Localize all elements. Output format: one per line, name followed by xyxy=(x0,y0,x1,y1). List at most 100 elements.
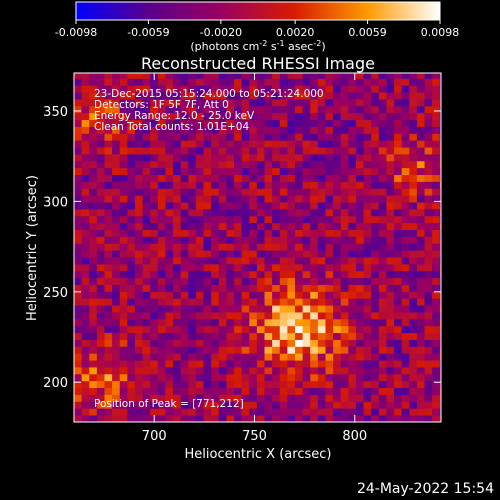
heatmap-pixel xyxy=(241,401,250,409)
heatmap-pixel xyxy=(173,112,182,121)
heatmap-pixel xyxy=(378,318,387,327)
heatmap-pixel xyxy=(287,243,296,251)
heatmap-pixel xyxy=(150,305,159,313)
heatmap-pixel xyxy=(264,415,273,422)
x-tick-label: 800 xyxy=(342,429,367,444)
heatmap-pixel xyxy=(363,387,372,395)
heatmap-pixel xyxy=(432,215,441,224)
heatmap-pixel xyxy=(180,188,189,196)
heatmap-pixel xyxy=(81,202,90,210)
heatmap-pixel xyxy=(340,73,349,79)
heatmap-pixel xyxy=(439,325,441,334)
heatmap-pixel xyxy=(142,339,151,347)
heatmap-pixel xyxy=(142,415,151,422)
heatmap-pixel xyxy=(211,73,220,79)
heatmap-pixel xyxy=(310,195,319,203)
heatmap-pixel xyxy=(195,277,204,285)
heatmap-pixel xyxy=(401,78,410,86)
heatmap-pixel xyxy=(173,85,182,93)
heatmap-pixel xyxy=(142,195,151,203)
heatmap-pixel xyxy=(188,202,197,210)
heatmap-pixel xyxy=(226,360,235,368)
heatmap-pixel xyxy=(112,73,121,79)
heatmap-pixel xyxy=(386,257,395,265)
heatmap-pixel xyxy=(287,263,296,272)
heatmap-pixel xyxy=(371,167,380,176)
heatmap-pixel xyxy=(249,126,258,134)
heatmap-pixel xyxy=(325,298,334,306)
heatmap-pixel xyxy=(234,73,243,79)
heatmap-pixel xyxy=(112,160,121,169)
heatmap-pixel xyxy=(234,126,243,134)
heatmap-pixel xyxy=(203,167,212,176)
heatmap-pixel xyxy=(173,147,182,155)
heatmap-pixel xyxy=(89,92,98,100)
heatmap-pixel xyxy=(134,270,143,279)
heatmap-pixel xyxy=(234,373,243,382)
heatmap-pixel xyxy=(272,112,281,121)
heatmap-pixel xyxy=(310,133,319,141)
heatmap-pixel xyxy=(165,236,174,244)
heatmap-pixel xyxy=(439,119,441,127)
heatmap-pixel xyxy=(279,92,288,100)
heatmap-pixel xyxy=(439,78,441,86)
heatmap-pixel xyxy=(104,222,113,230)
heatmap-pixel xyxy=(409,380,418,389)
heatmap-pixel xyxy=(211,305,220,313)
heatmap-pixel xyxy=(249,291,258,299)
heatmap-pixel xyxy=(173,325,182,334)
heatmap-pixel xyxy=(333,119,342,127)
heatmap-pixel xyxy=(302,257,311,265)
heatmap-pixel xyxy=(416,332,425,340)
heatmap-pixel xyxy=(81,263,90,272)
heatmap-pixel xyxy=(378,92,387,100)
heatmap-pixel xyxy=(104,78,113,86)
heatmap-pixel xyxy=(424,147,433,155)
heatmap-pixel xyxy=(180,415,189,422)
heatmap-pixel xyxy=(127,250,136,258)
heatmap-pixel xyxy=(386,222,395,230)
heatmap-pixel xyxy=(127,373,136,382)
heatmap-pixel xyxy=(249,73,258,79)
heatmap-pixel xyxy=(134,73,143,79)
heatmap-pixel xyxy=(272,291,281,299)
heatmap-pixel xyxy=(333,222,342,230)
heatmap-pixel xyxy=(142,133,151,141)
heatmap-pixel xyxy=(439,112,441,121)
heatmap-pixel xyxy=(439,339,441,347)
heatmap-pixel xyxy=(81,394,90,402)
heatmap-pixel xyxy=(127,160,136,169)
heatmap-pixel xyxy=(195,291,204,299)
heatmap-pixel xyxy=(325,160,334,169)
heatmap-pixel xyxy=(218,332,227,340)
heatmap-pixel xyxy=(234,346,243,354)
heatmap-pixel xyxy=(317,305,326,313)
heatmap-pixel xyxy=(81,215,90,224)
heatmap-pixel xyxy=(310,270,319,279)
heatmap-pixel xyxy=(104,215,113,224)
heatmap-pixel xyxy=(432,263,441,272)
heatmap-pixel xyxy=(165,353,174,361)
heatmap-pixel xyxy=(74,154,83,162)
heatmap-pixel xyxy=(96,154,105,162)
heatmap-pixel xyxy=(234,298,243,306)
heatmap-pixel xyxy=(424,202,433,210)
heatmap-pixel xyxy=(302,119,311,127)
heatmap-pixel xyxy=(355,78,364,86)
heatmap-pixel xyxy=(249,174,258,182)
heatmap-pixel xyxy=(363,380,372,389)
heatmap-pixel xyxy=(355,312,364,320)
heatmap-pixel xyxy=(119,188,128,196)
heatmap-pixel xyxy=(340,229,349,237)
heatmap-pixel xyxy=(241,195,250,203)
colorbar-tick-label: -0.0059 xyxy=(127,26,169,39)
heatmap-pixel xyxy=(234,154,243,162)
heatmap-pixel xyxy=(195,270,204,279)
heatmap-pixel xyxy=(96,270,105,279)
heatmap-pixel xyxy=(195,222,204,230)
heatmap-pixel xyxy=(218,119,227,127)
heatmap-pixel xyxy=(371,394,380,402)
heatmap-pixel xyxy=(424,284,433,292)
heatmap-pixel xyxy=(249,229,258,237)
heatmap-pixel xyxy=(317,112,326,121)
